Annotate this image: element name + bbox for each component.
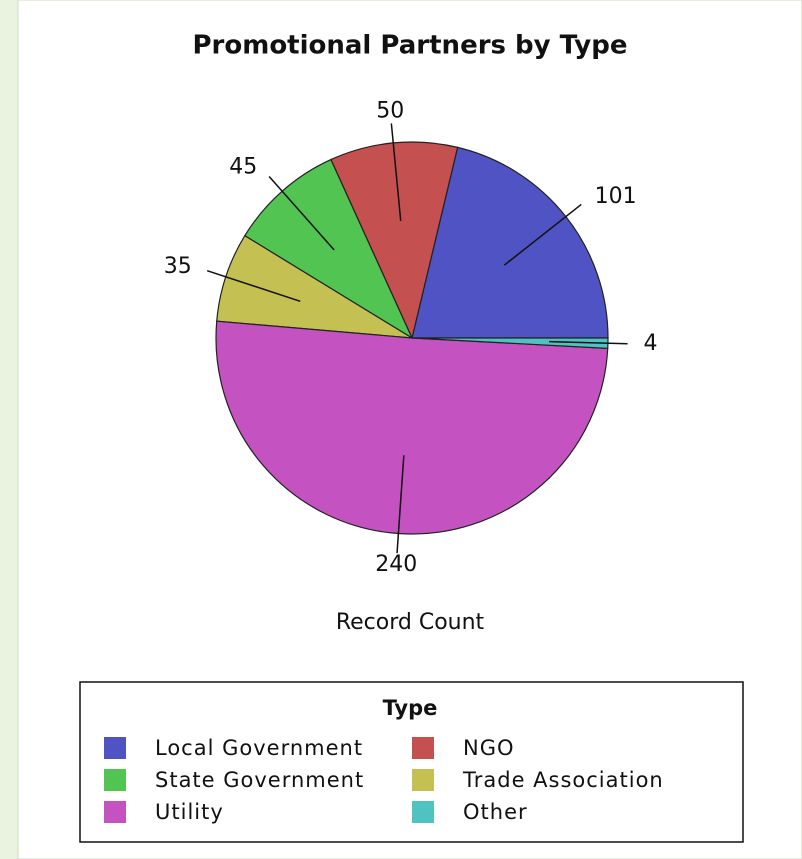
legend-label: Trade Association xyxy=(462,768,664,792)
chart-title: Promotional Partners by Type xyxy=(192,31,627,61)
leader-line xyxy=(390,123,402,222)
data-label: 101 xyxy=(595,184,637,209)
data-label: 45 xyxy=(229,155,257,180)
data-label: 35 xyxy=(164,254,192,279)
legend-swatch xyxy=(104,737,126,759)
value-label: Record Count xyxy=(336,610,485,635)
legend-label: NGO xyxy=(463,736,515,760)
leader-line xyxy=(268,176,335,251)
data-label: 50 xyxy=(376,98,404,123)
data-label: 240 xyxy=(375,552,417,577)
legend-swatch xyxy=(412,737,434,759)
leader-line xyxy=(206,269,301,303)
leader-line xyxy=(503,203,582,266)
data-label: 4 xyxy=(644,331,658,356)
leader-line xyxy=(549,340,628,345)
legend-swatch xyxy=(412,769,434,791)
legend-swatch xyxy=(104,769,126,791)
legend-label: Other xyxy=(463,800,528,824)
legend-swatch xyxy=(104,801,126,823)
legend-title: Type xyxy=(383,696,438,720)
legend-swatch xyxy=(412,801,434,823)
legend-box xyxy=(79,681,744,843)
legend-label: Local Government xyxy=(155,736,363,760)
leader-line xyxy=(396,455,405,554)
legend-label: State Government xyxy=(155,768,364,792)
legend-label: Utility xyxy=(155,800,224,824)
